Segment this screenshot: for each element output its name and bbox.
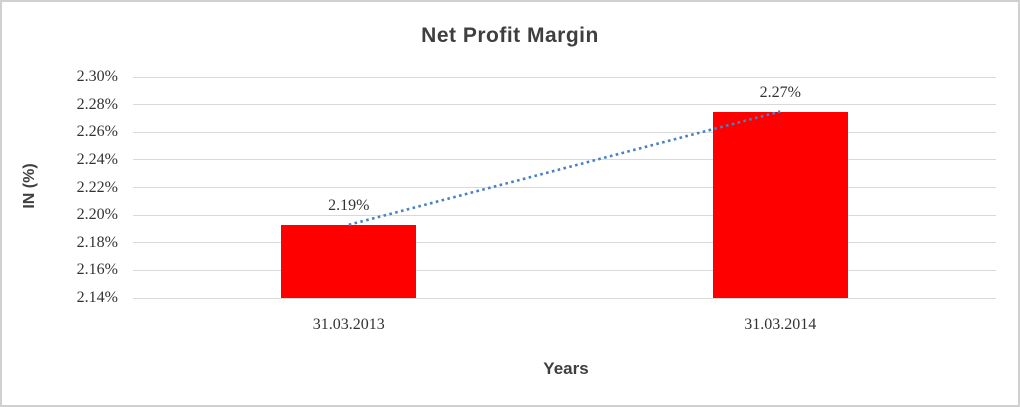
y-tick-label: 2.22% — [76, 178, 118, 196]
bar-data-label: 2.19% — [328, 196, 370, 214]
y-tick-label: 2.24% — [76, 150, 118, 168]
gridline — [133, 76, 996, 78]
gridline — [133, 242, 996, 244]
y-tick-label: 2.28% — [76, 95, 118, 113]
bar-31.03.2014 — [712, 111, 848, 298]
x-axis-title: Years — [543, 359, 589, 378]
y-tick-label: 2.18% — [76, 233, 118, 251]
gridline — [133, 104, 996, 106]
bar-data-label: 2.27% — [759, 83, 801, 101]
x-category-label: 31.03.2013 — [312, 316, 385, 333]
gridline — [133, 159, 996, 161]
gridline — [133, 131, 996, 133]
gridline — [133, 269, 996, 271]
chart-title: Net Profit Margin — [421, 24, 599, 47]
gridline — [133, 214, 996, 216]
y-tick-label: 2.26% — [76, 123, 118, 141]
bar-31.03.2013 — [281, 224, 417, 298]
y-tick-label: 2.20% — [76, 206, 118, 224]
trendline — [348, 110, 781, 227]
x-category-label: 31.03.2014 — [744, 316, 817, 333]
gridline — [133, 297, 996, 299]
y-tick-label: 2.16% — [76, 261, 118, 279]
y-tick-label: 2.30% — [76, 68, 118, 85]
gridline — [133, 187, 996, 188]
y-tick-label: 2.14% — [76, 289, 118, 306]
